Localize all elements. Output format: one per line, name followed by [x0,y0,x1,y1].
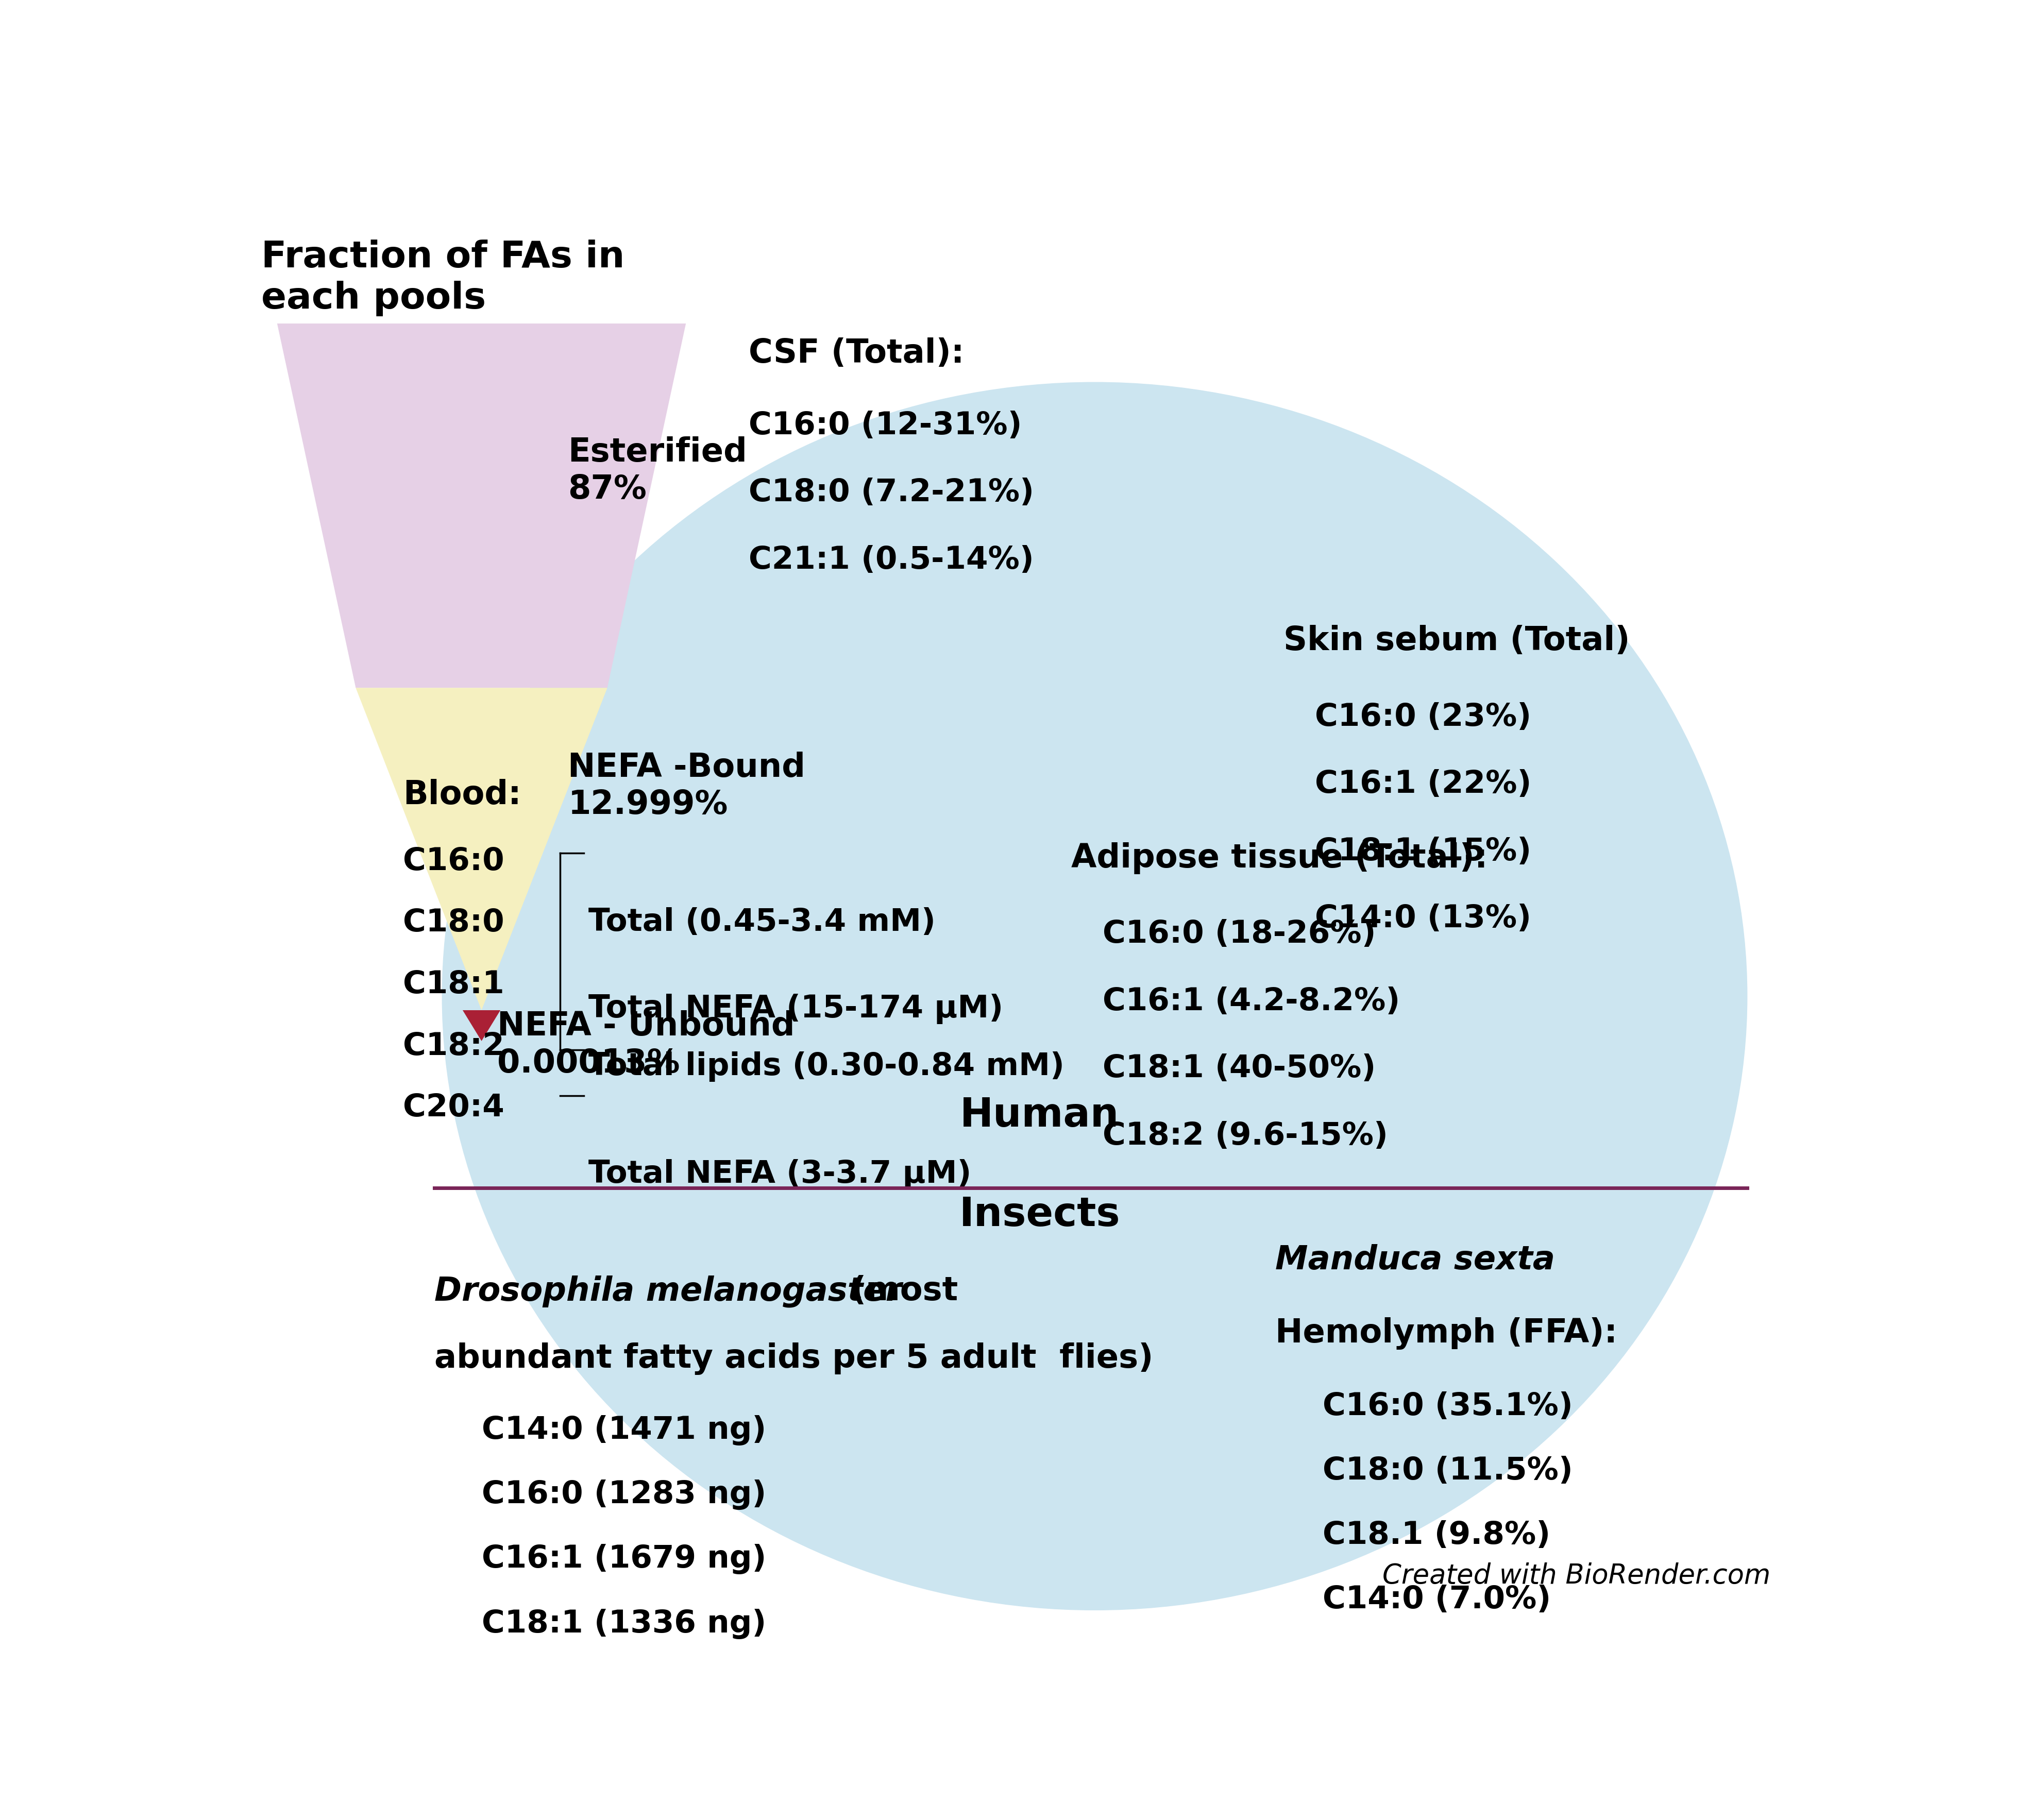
Text: Esterified
87%: Esterified 87% [568,437,746,506]
Text: C21:1 (0.5-14%): C21:1 (0.5-14%) [748,544,1034,575]
Polygon shape [355,688,606,1010]
Text: C16:0: C16:0 [404,846,505,877]
Text: Insects: Insects [959,1196,1119,1234]
Text: C16:0 (1283 ng): C16:0 (1283 ng) [481,1480,767,1511]
Text: C16:0 (12-31%): C16:0 (12-31%) [748,410,1022,440]
Text: C18:1 (15%): C18:1 (15%) [1314,837,1531,866]
Text: C16:1 (1679 ng): C16:1 (1679 ng) [481,1543,767,1574]
Text: abundant fatty acids per 5 adult  flies): abundant fatty acids per 5 adult flies) [434,1343,1154,1374]
Text: C16:1 (22%): C16:1 (22%) [1314,770,1531,799]
Text: C16:0 (35.1%): C16:0 (35.1%) [1322,1390,1572,1421]
Text: Skin sebum (Total): Skin sebum (Total) [1284,624,1628,657]
Text: C18:1: C18:1 [404,970,505,999]
Text: NEFA -Bound
12.999%: NEFA -Bound 12.999% [568,752,805,821]
Text: Human: Human [959,1096,1119,1136]
Text: Total NEFA (15-174 μM): Total NEFA (15-174 μM) [588,994,1004,1025]
Text: C18:2 (9.6-15%): C18:2 (9.6-15%) [1103,1121,1387,1152]
Text: Total lipids (0.30-0.84 mM): Total lipids (0.30-0.84 mM) [588,1052,1065,1081]
Text: Total NEFA (3-3.7 μM): Total NEFA (3-3.7 μM) [588,1159,971,1190]
Text: C14:0 (13%): C14:0 (13%) [1314,905,1531,934]
Text: C18:0: C18:0 [404,908,505,939]
Text: C18:0 (11.5%): C18:0 (11.5%) [1322,1456,1572,1487]
Text: Created with BioRender.com: Created with BioRender.com [1383,1562,1770,1589]
Text: C18:1 (1336 ng): C18:1 (1336 ng) [481,1609,767,1640]
Text: Blood:: Blood: [404,779,521,812]
Text: C20:4: C20:4 [404,1092,505,1123]
Ellipse shape [442,382,1746,1611]
Text: C16:0 (18-26%): C16:0 (18-26%) [1103,919,1375,950]
Text: Manduca sexta: Manduca sexta [1276,1245,1555,1276]
Text: C18:1 (40-50%): C18:1 (40-50%) [1103,1054,1375,1085]
Polygon shape [278,324,685,688]
Text: Drosophila melanogaster: Drosophila melanogaster [434,1276,902,1307]
Text: C18:2: C18:2 [404,1032,505,1061]
Text: Fraction of FAs in
each pools: Fraction of FAs in each pools [262,240,625,317]
Text: Adipose tissue (Total):: Adipose tissue (Total): [1071,843,1487,874]
Text: C18:0 (7.2-21%): C18:0 (7.2-21%) [748,477,1034,508]
Text: C14:0 (1471 ng): C14:0 (1471 ng) [481,1416,767,1445]
Text: C16:1 (4.2-8.2%): C16:1 (4.2-8.2%) [1103,986,1399,1017]
Text: Hemolymph (FFA):: Hemolymph (FFA): [1276,1318,1616,1350]
Text: C16:0 (23%): C16:0 (23%) [1314,703,1531,732]
Text: (most: (most [852,1276,957,1307]
Polygon shape [462,1010,501,1041]
Text: C18.1 (9.8%): C18.1 (9.8%) [1322,1520,1549,1551]
Text: NEFA - Unbound
0.00013%: NEFA - Unbound 0.00013% [497,1010,795,1079]
Text: Total (0.45-3.4 mM): Total (0.45-3.4 mM) [588,906,935,937]
Text: CSF (Total):: CSF (Total): [748,337,963,369]
Text: C14:0 (7.0%): C14:0 (7.0%) [1322,1585,1551,1614]
